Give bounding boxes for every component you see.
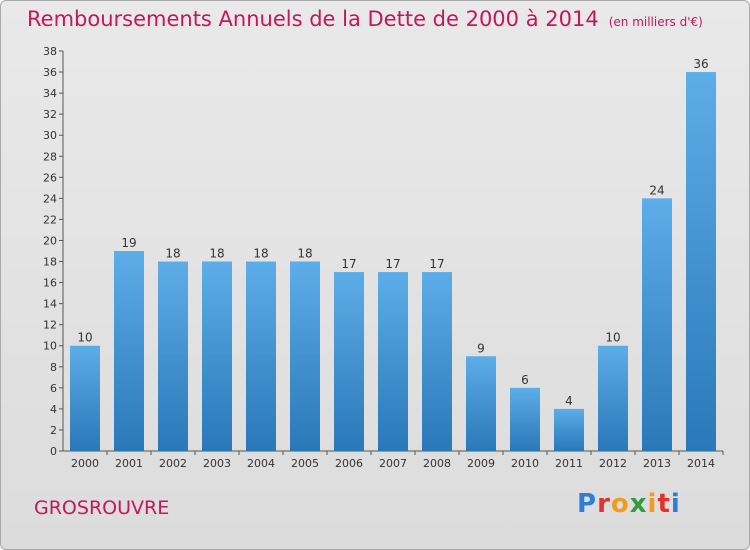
bar-value-label: 6	[521, 373, 529, 387]
bar	[642, 198, 672, 451]
bar-value-label: 10	[77, 331, 92, 345]
y-tick-label: 34	[43, 87, 57, 100]
y-tick-label: 10	[43, 340, 57, 353]
x-tick-label: 2003	[203, 457, 231, 470]
bar	[334, 272, 364, 451]
x-tick-label: 2002	[159, 457, 187, 470]
bar-value-label: 36	[693, 57, 708, 71]
bar-value-label: 9	[477, 341, 485, 355]
y-tick-label: 32	[43, 108, 57, 121]
y-tick-label: 18	[43, 256, 57, 269]
y-tick-label: 4	[50, 403, 57, 416]
bar-value-label: 10	[605, 331, 620, 345]
bar	[598, 345, 628, 451]
bar-value-label: 17	[385, 257, 400, 271]
x-tick-label: 2008	[423, 457, 451, 470]
chart-title-text: Remboursements Annuels de la Dette de 20…	[27, 7, 599, 31]
y-tick-label: 20	[43, 234, 57, 247]
x-tick-label: 2004	[247, 457, 275, 470]
bar-value-label: 18	[253, 247, 268, 261]
proxiti-logo: Proxiti	[577, 489, 681, 519]
y-tick-label: 28	[43, 150, 57, 163]
y-tick-label: 38	[43, 45, 57, 58]
bar	[114, 251, 144, 451]
bar	[290, 261, 320, 451]
logo-letter: P	[577, 489, 598, 519]
bar	[158, 261, 188, 451]
bar-value-label: 4	[565, 394, 573, 408]
bar	[554, 408, 584, 451]
x-tick-label: 2005	[291, 457, 319, 470]
x-tick-label: 2010	[511, 457, 539, 470]
bar	[422, 272, 452, 451]
x-tick-label: 2011	[555, 457, 583, 470]
chart-unit: (en milliers d'€)	[608, 15, 703, 29]
chart-title: Remboursements Annuels de la Dette de 20…	[27, 7, 703, 31]
logo-letter: i	[670, 489, 681, 519]
y-tick-label: 16	[43, 277, 57, 290]
y-tick-label: 8	[50, 361, 57, 374]
y-tick-label: 0	[50, 445, 57, 458]
x-tick-label: 2007	[379, 457, 407, 470]
bar-value-label: 18	[165, 247, 180, 261]
bars: 10 19 18 18 18 18 17 17 17 9 6 4 10 24 36	[70, 57, 716, 451]
logo-letter: o	[610, 489, 630, 519]
bar-value-label: 17	[429, 257, 444, 271]
bar	[70, 345, 100, 451]
bar	[202, 261, 232, 451]
bar-value-label: 17	[341, 257, 356, 271]
bar	[246, 261, 276, 451]
logo-letter: t	[657, 489, 671, 519]
y-tick-label: 14	[43, 298, 57, 311]
bar-value-label: 19	[121, 236, 136, 250]
y-tick-label: 26	[43, 171, 57, 184]
x-tick-label: 2012	[599, 457, 627, 470]
bar-value-label: 18	[209, 247, 224, 261]
x-tick-label: 2014	[687, 457, 715, 470]
logo-letter: r	[597, 489, 611, 519]
bar	[510, 387, 540, 451]
x-tick-label: 2001	[115, 457, 143, 470]
bar	[686, 72, 716, 451]
logo-letter: i	[647, 489, 658, 519]
y-tick-label: 6	[50, 382, 57, 395]
x-tick-label: 2009	[467, 457, 495, 470]
bar-value-label: 24	[649, 183, 664, 197]
bar-value-label: 18	[297, 247, 312, 261]
x-tick-label: 2013	[643, 457, 671, 470]
y-tick-label: 22	[43, 213, 57, 226]
y-tick-label: 36	[43, 66, 57, 79]
y-tick-label: 24	[43, 192, 57, 205]
bar	[378, 272, 408, 451]
x-tick-label: 2000	[71, 457, 99, 470]
y-tick-label: 30	[43, 129, 57, 142]
x-tick-label: 2006	[335, 457, 363, 470]
y-tick-label: 12	[43, 319, 57, 332]
logo-letter: x	[629, 489, 648, 519]
commune-name: GROSROUVRE	[34, 497, 170, 519]
y-tick-label: 2	[50, 424, 57, 437]
bar	[466, 356, 496, 451]
